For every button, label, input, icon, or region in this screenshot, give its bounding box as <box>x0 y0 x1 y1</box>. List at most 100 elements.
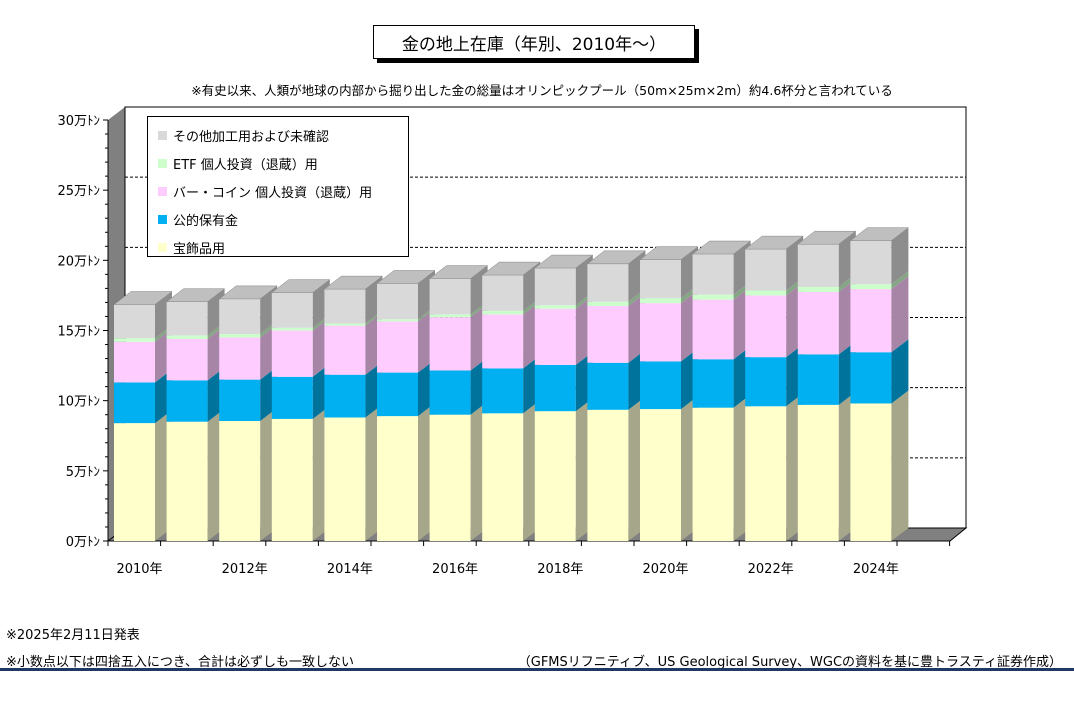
x-tick-label: 2020年 <box>642 562 688 577</box>
bar-top-face <box>271 279 331 293</box>
bar-segment-front <box>324 417 366 541</box>
x-tick-label: 2022年 <box>748 562 794 577</box>
release-note: ※2025年2月11日発表 <box>6 628 140 643</box>
bar-segment-front <box>482 310 524 315</box>
bar-segment-front <box>587 409 629 541</box>
x-tick-label: 2010年 <box>116 562 162 577</box>
bar-segment-front <box>219 379 261 422</box>
x-tick-label: 2016年 <box>432 562 478 577</box>
bar-segment-front <box>166 380 208 422</box>
bar-segment-front <box>745 406 787 541</box>
bar-segment-front <box>534 364 576 412</box>
y-tick-label: 10万ﾄﾝ <box>57 395 100 410</box>
bar-top-face <box>849 227 910 241</box>
bar-segment-front <box>850 352 892 404</box>
bar-segment-front <box>166 301 208 336</box>
bar-segment-front <box>219 337 261 380</box>
legend-item: バー・コイン 個人投資（退蔵）用 <box>158 177 408 205</box>
bar-segment-front <box>850 240 892 285</box>
bar-segment-front <box>745 290 787 296</box>
legend-label: 公的保有金 <box>173 214 239 230</box>
legend-swatch <box>158 186 167 196</box>
bar-segment-front <box>745 295 787 358</box>
bar-segment-front <box>534 268 576 306</box>
bar-top-face <box>376 270 436 284</box>
legend-label: ETF 個人投資（退蔵）用 <box>173 157 318 173</box>
bar-segment-side <box>891 276 909 353</box>
bar-segment-front <box>377 321 418 373</box>
bar-segment-front <box>745 357 787 407</box>
y-tick-label: 15万ﾄﾝ <box>57 325 100 340</box>
bar-segment-front <box>482 314 524 369</box>
bar-segment-front <box>850 284 892 290</box>
bar-segment-front <box>692 294 734 300</box>
x-tick-label: 2024年 <box>853 562 899 577</box>
bar-segment-front <box>219 421 261 541</box>
bar-segment-front <box>587 263 629 302</box>
bar-segment-side <box>891 271 909 290</box>
chart-legend: その他加工用および未確認 ETF 個人投資（退蔵）用バー・コイン 個人投資（退蔵）… <box>147 116 409 257</box>
bar-top-face <box>113 291 173 305</box>
bar-segment-side <box>891 227 909 285</box>
bar-top-face <box>534 254 594 269</box>
bar-segment-front <box>377 283 418 320</box>
bar-segment-front <box>219 334 261 338</box>
bar-segment-front <box>377 416 418 541</box>
bar-segment-front <box>797 286 839 292</box>
y-tick-label: 0万ﾄﾝ <box>66 535 100 550</box>
source-note: （GFMSリフニティブ、US Geological Survey、WGCの資料を… <box>517 655 1062 670</box>
bar-segment-front <box>377 372 418 417</box>
bar-segment-front <box>587 305 629 363</box>
bar-top-face <box>428 265 489 279</box>
y-tick-label: 5万ﾄﾝ <box>66 465 100 480</box>
chart-subtitle: ※有史以来、人類が地球の内部から掘り出した金の総量はオリンピックプール（50m×… <box>191 83 893 98</box>
legend-item: 宝飾品用 <box>158 234 408 262</box>
x-tick-label: 2012年 <box>222 562 268 577</box>
legend-label: バー・コイン 個人投資（退蔵）用 <box>173 185 373 201</box>
bar-segment-front <box>324 289 366 324</box>
bar-top-face <box>691 240 752 255</box>
bar-segment-front <box>429 317 471 371</box>
bar-segment-front <box>324 325 366 375</box>
bar-segment-front <box>271 376 313 419</box>
footer-divider <box>0 668 1074 671</box>
bar-top-face <box>165 288 226 302</box>
bar-top-face <box>218 285 278 300</box>
legend-item: その他加工用および未確認 <box>158 121 408 149</box>
bar-segment-front <box>692 254 734 295</box>
bar-top-face <box>639 246 699 260</box>
bar-segment-front <box>166 335 208 339</box>
bar-segment-front <box>429 414 471 541</box>
bar-segment-front <box>271 330 313 377</box>
bar-segment-front <box>114 341 155 383</box>
bar-segment-side <box>891 339 909 404</box>
bar-segment-front <box>797 244 839 287</box>
bar-segment-front <box>324 374 366 418</box>
bar-segment-front <box>640 303 681 362</box>
bar-segment-front <box>745 249 787 291</box>
bar-segment-front <box>587 362 629 410</box>
bar-segment-front <box>534 305 576 309</box>
bar-segment-front <box>797 404 839 541</box>
legend-swatch <box>158 243 167 253</box>
bar-segment-front <box>377 319 418 322</box>
bar-segment-front <box>114 338 155 342</box>
bar-segment-front <box>114 304 155 339</box>
bar-segment-front <box>534 308 576 365</box>
bar-segment-front <box>166 421 208 541</box>
chart-title-text: 金の地上在庫（年別、2010年～） <box>401 34 667 55</box>
bar-segment-front <box>324 323 366 326</box>
bar-segment-front <box>692 299 734 360</box>
bar-segment-front <box>482 413 524 541</box>
y-tick-label: 20万ﾄﾝ <box>57 254 100 269</box>
bar-segment-front <box>850 403 892 541</box>
legend-item: 公的保有金 <box>158 206 408 234</box>
legend-label: 宝飾品用 <box>173 242 226 258</box>
bar-segment-front <box>271 292 313 328</box>
bar-top-face <box>797 230 857 245</box>
bar-segment-front <box>114 423 155 541</box>
bar-segment-front <box>692 407 734 541</box>
bar-segment-front <box>587 301 629 306</box>
bar-top-face <box>323 275 384 290</box>
